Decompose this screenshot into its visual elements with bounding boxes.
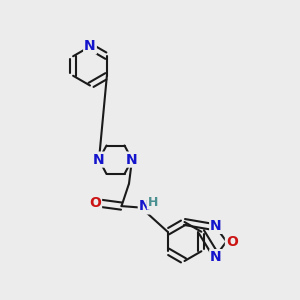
Text: N: N [139, 200, 150, 213]
Text: N: N [126, 153, 138, 166]
Text: O: O [89, 196, 101, 210]
Text: O: O [226, 235, 238, 248]
Text: N: N [93, 153, 105, 166]
Text: N: N [84, 40, 96, 53]
Text: N: N [210, 219, 222, 233]
Text: H: H [148, 196, 158, 209]
Text: N: N [210, 250, 222, 264]
